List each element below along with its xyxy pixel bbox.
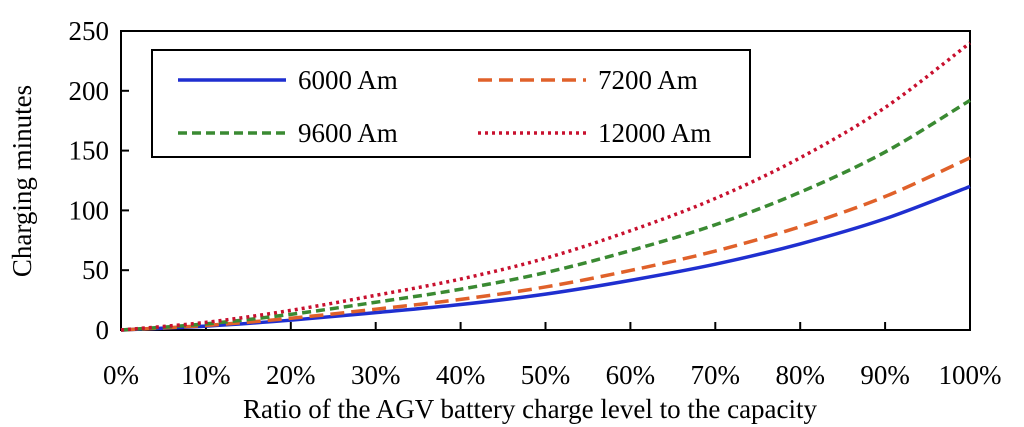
x-axis-ticks: 0% 10% 20% 30% 40% 50% 60% 70% 80% 90% 100% [103,322,1002,390]
y-axis-ticks: 0 50 100 150 200 250 [69,16,129,345]
legend-label: 12000 Am [598,118,711,148]
series-line-12000-am [120,41,972,332]
y-tick-label: 50 [82,255,109,285]
x-tick-label: 10% [181,360,231,390]
x-tick-label: 80% [775,360,825,390]
legend-label: 6000 Am [298,65,398,95]
x-tick-label: 90% [860,360,910,390]
legend-box [151,49,751,158]
x-tick-label: 40% [436,360,486,390]
x-tick-label: 100% [939,360,1002,390]
x-tick-label: 30% [351,360,401,390]
x-axis-title: Ratio of the AGV battery charge level to… [243,394,818,424]
series-layer [120,41,972,332]
series-line-9600-am [120,98,971,332]
y-axis-title: Charging minutes [7,85,37,277]
x-tick-label: 0% [103,360,139,390]
y-tick-label: 0 [96,315,110,345]
series-line-7200-am [120,156,971,332]
legend-label: 9600 Am [298,118,398,148]
legend-label: 7200 Am [598,65,698,95]
y-tick-label: 250 [69,16,110,46]
x-tick-label: 70% [691,360,741,390]
x-tick-label: 50% [521,360,571,390]
y-tick-label: 100 [69,195,110,225]
x-tick-label: 60% [606,360,656,390]
y-tick-label: 200 [69,76,110,106]
series-line-6000-am [120,184,971,332]
y-tick-label: 150 [69,136,110,166]
x-tick-label: 20% [266,360,316,390]
legend: 6000 Am 7200 Am 9600 Am 12000 Am [151,49,751,158]
